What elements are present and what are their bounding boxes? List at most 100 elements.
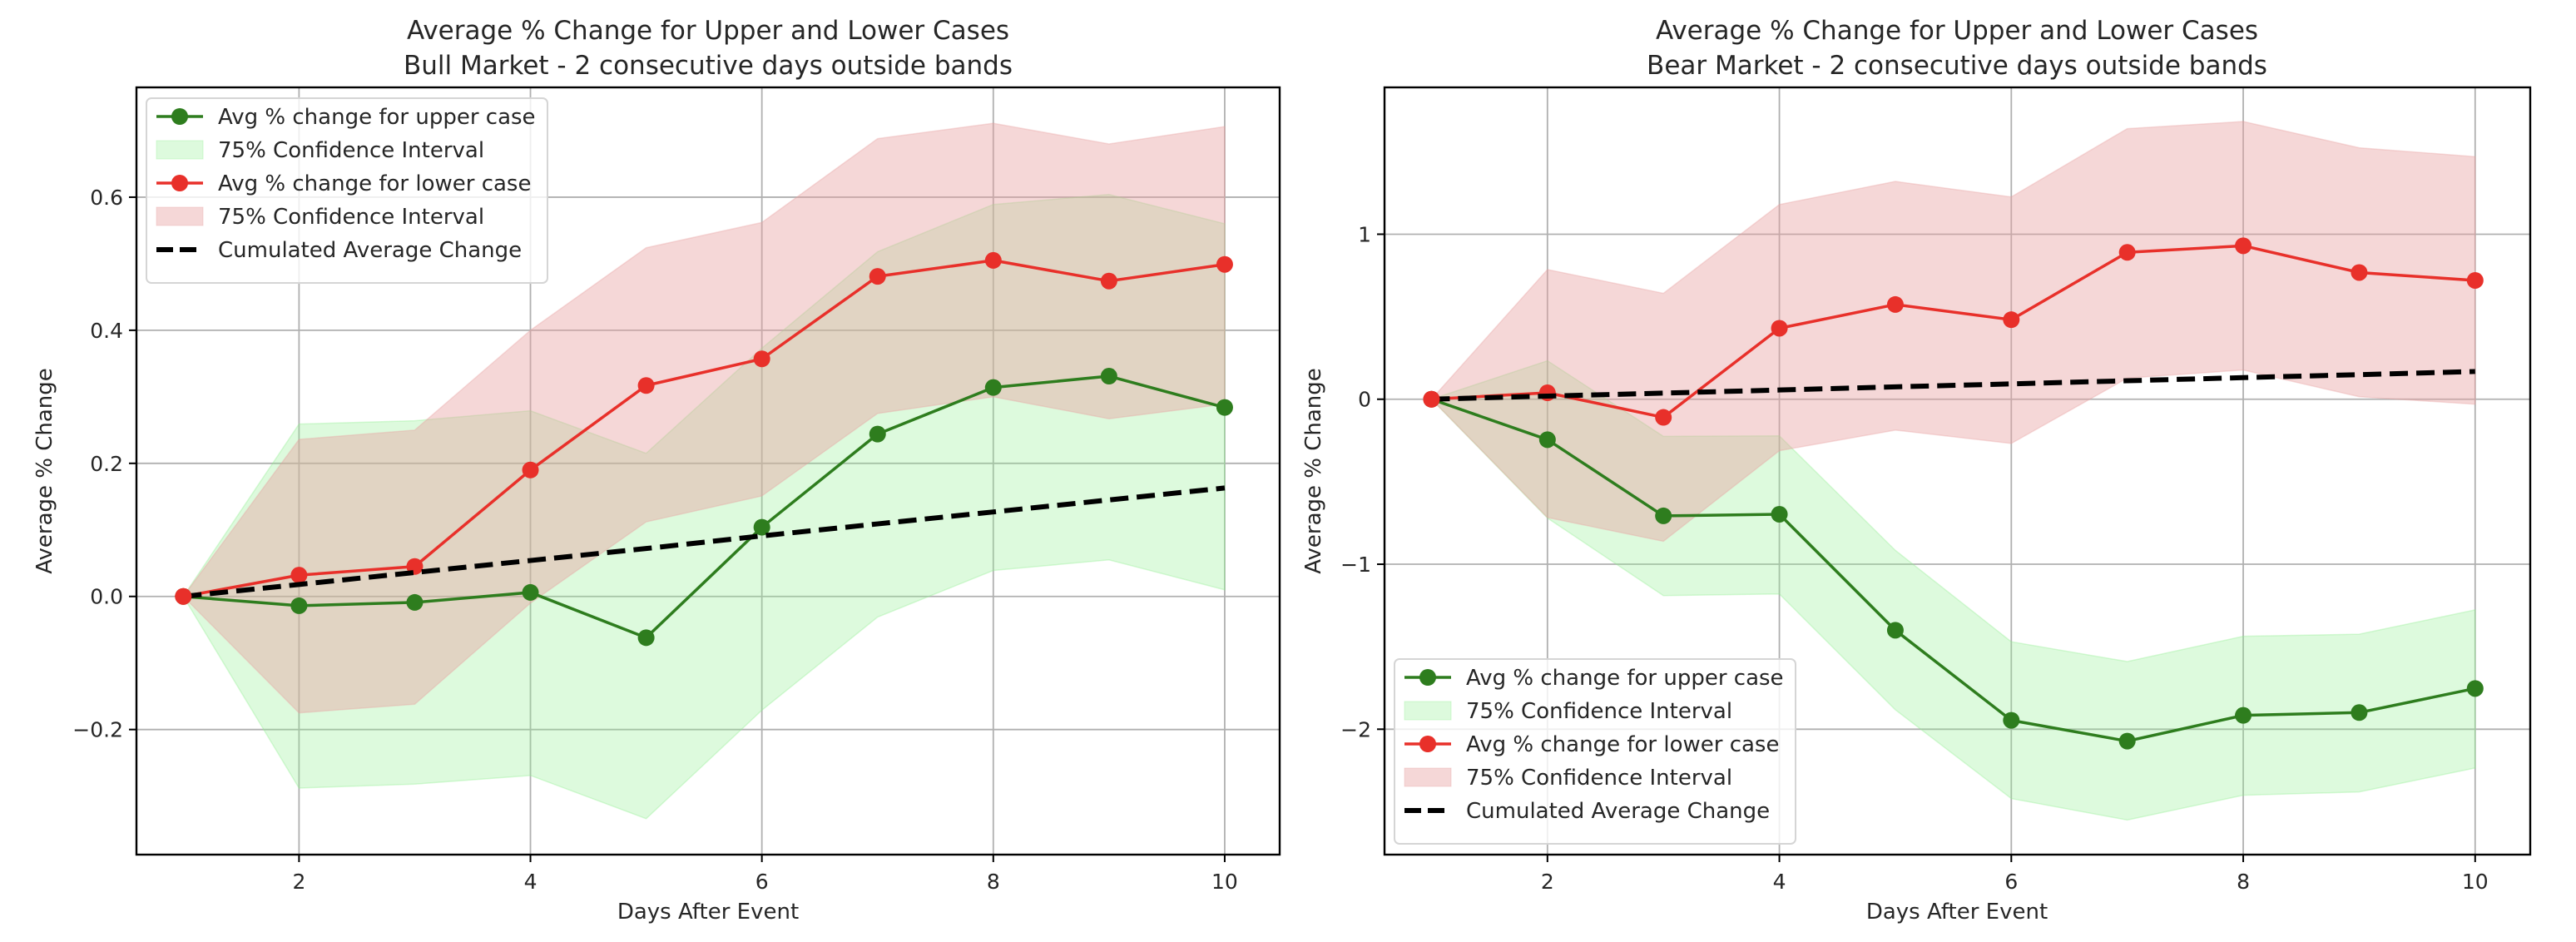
y-axis-label: Average % Change <box>1301 368 1326 574</box>
x-tick-label: 4 <box>1773 870 1786 894</box>
upper-case-line <box>1430 398 2476 743</box>
chart-title: Average % Change for Upper and Lower Cas… <box>407 16 1009 46</box>
upper-case-point <box>522 583 539 601</box>
upper-case-point <box>984 379 1002 396</box>
lower-case-point <box>290 567 308 584</box>
upper-case-point <box>406 593 424 611</box>
axes-frame <box>135 86 1281 856</box>
lower-case-line <box>183 259 1226 598</box>
legend-item: 75% Confidence Interval <box>156 138 484 163</box>
lower-case-point <box>175 588 192 605</box>
x-axis-label: Days After Event <box>617 900 799 925</box>
axes-frame <box>1383 86 2532 856</box>
legend-item: Avg % change for upper case <box>156 105 536 130</box>
x-axis-label: Days After Event <box>1866 900 2048 925</box>
lower-case-point <box>1655 409 1672 426</box>
upper-case-point <box>1655 507 1672 524</box>
legend-label: Avg % change for lower case <box>1466 732 1779 757</box>
legend-band-swatch <box>1404 767 1452 787</box>
x-tick-label: 6 <box>755 870 769 894</box>
legend-item: 75% Confidence Interval <box>156 205 484 230</box>
legend-band-swatch <box>156 206 204 226</box>
legend-label: Avg % change for lower case <box>218 171 531 196</box>
x-tick-label: 10 <box>2462 870 2489 894</box>
y-tick-label: 0.0 <box>90 585 123 609</box>
x-tick-label: 2 <box>1541 870 1554 894</box>
upper-case-point <box>869 425 886 443</box>
y-tick-label: 0 <box>1358 388 1371 412</box>
y-tick-label: 0.2 <box>90 452 123 476</box>
legend-marker <box>171 175 188 191</box>
legend-band-swatch <box>1404 701 1452 721</box>
lower-case-point <box>753 350 770 368</box>
legend-label: Avg % change for upper case <box>218 105 536 130</box>
upper-case-line <box>183 374 1226 640</box>
legend: Avg % change for upper case 75% Confidenc… <box>1394 658 1796 845</box>
lower-case-point <box>2235 237 2252 255</box>
legend-label: 75% Confidence Interval <box>218 205 484 230</box>
legend-item: Avg % change for lower case <box>1404 732 1779 757</box>
lower-case-point <box>1100 272 1117 290</box>
y-tick-label: 0.4 <box>90 319 123 343</box>
legend-label: Cumulated Average Change <box>218 238 522 263</box>
upper-case-point <box>2235 706 2252 724</box>
x-tick-label: 10 <box>1211 870 1238 894</box>
upper-case-point <box>1538 431 1556 449</box>
lower-case-point <box>2003 311 2020 329</box>
chart-title: Average % Change for Upper and Lower Cas… <box>1656 16 2258 46</box>
upper-case-point <box>290 597 308 614</box>
legend-item: 75% Confidence Interval <box>1404 699 1732 724</box>
upper-case-point <box>2351 704 2368 721</box>
legend: Avg % change for upper case 75% Confidenc… <box>146 97 548 284</box>
cumulated-average-line <box>1431 369 2475 402</box>
upper-case-point <box>2118 732 2136 750</box>
bull-market-chart: Average % Change for Upper and Lower Cas… <box>32 16 1281 925</box>
legend-band-swatch <box>156 140 204 160</box>
upper-case-point <box>1216 399 1233 416</box>
legend-item: Cumulated Average Change <box>156 238 522 263</box>
lower-case-point <box>522 461 539 478</box>
y-tick-label: −2 <box>1340 717 1371 741</box>
upper-case-point <box>753 518 770 536</box>
x-tick-label: 8 <box>987 870 1000 894</box>
cumulated-average-line <box>183 485 1226 599</box>
upper-case-point <box>1886 622 1904 639</box>
lower-case-point <box>2351 264 2368 281</box>
legend-marker <box>1419 669 1436 686</box>
legend-item: 75% Confidence Interval <box>1404 766 1732 791</box>
lower-case-point <box>1423 390 1440 408</box>
x-tick-label: 8 <box>2237 870 2250 894</box>
legend-box <box>1394 658 1796 845</box>
y-tick-label: −1 <box>1340 553 1371 577</box>
upper-case-point <box>1100 368 1117 385</box>
lower-case-point <box>1216 255 1233 273</box>
legend-label: 75% Confidence Interval <box>218 138 484 163</box>
y-tick-label: −0.2 <box>72 718 123 742</box>
upper-case-point <box>1771 505 1788 523</box>
lower-case-point <box>637 377 655 394</box>
lower-case-point <box>869 268 886 285</box>
legend-label: Cumulated Average Change <box>1466 799 1770 824</box>
legend-marker <box>171 108 188 125</box>
legend-label: 75% Confidence Interval <box>1466 766 1732 791</box>
chart-subtitle: Bear Market - 2 consecutive days outside… <box>1647 51 2267 81</box>
legend-label: 75% Confidence Interval <box>1466 699 1732 724</box>
lower-case-point <box>984 251 1002 269</box>
legend-item: Avg % change for upper case <box>1404 666 1784 691</box>
bear-market-chart: Average % Change for Upper and Lower Cas… <box>1301 16 2532 925</box>
y-tick-label: 0.6 <box>90 186 123 210</box>
upper-case-point <box>2466 680 2484 697</box>
lower-case-point <box>2466 271 2484 289</box>
plot-area: 2 4 6 8 10 −0.2 0.0 0.2 0.4 0.6 <box>72 86 1281 894</box>
chart-subtitle: Bull Market - 2 consecutive days outside… <box>404 51 1013 81</box>
lower-case-point <box>1771 320 1788 337</box>
x-tick-label: 4 <box>524 870 537 894</box>
upper-case-point <box>2003 711 2020 729</box>
legend-label: Avg % change for upper case <box>1466 666 1784 691</box>
upper-case-point <box>637 629 655 647</box>
lower-case-point <box>2118 244 2136 261</box>
x-tick-label: 6 <box>2004 870 2018 894</box>
legend-marker <box>1419 736 1436 752</box>
x-tick-label: 2 <box>292 870 305 894</box>
